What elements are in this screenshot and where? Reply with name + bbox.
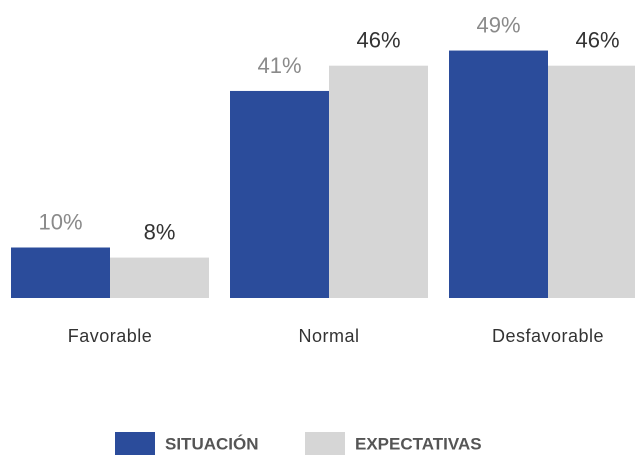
value-label: 41% — [257, 53, 301, 78]
value-label: 46% — [575, 28, 619, 53]
x-tick-label: Normal — [298, 326, 359, 346]
bar — [110, 257, 209, 298]
value-label: 10% — [38, 209, 82, 234]
value-label: 49% — [476, 12, 520, 37]
bar — [230, 90, 329, 298]
legend-label: EXPECTATIVAS — [355, 434, 482, 453]
legend-swatch — [305, 432, 345, 455]
x-tick-label: Desfavorable — [492, 326, 604, 346]
value-label: 8% — [144, 219, 176, 244]
bar — [449, 50, 548, 298]
bar — [11, 247, 110, 298]
x-tick-label: Favorable — [68, 326, 153, 346]
value-label: 46% — [356, 28, 400, 53]
legend-label: SITUACIÓN — [165, 434, 259, 453]
bar — [329, 65, 428, 298]
legend-swatch — [115, 432, 155, 455]
bar — [548, 65, 635, 298]
